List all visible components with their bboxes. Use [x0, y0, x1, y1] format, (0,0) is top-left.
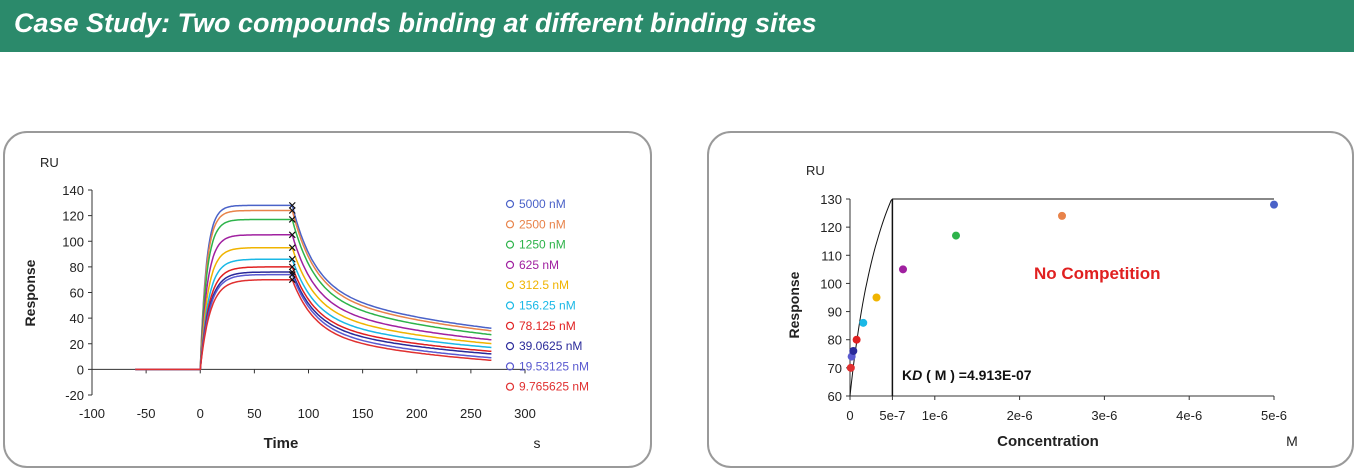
legend-label: 156.25 nM [519, 299, 576, 313]
sensorgram-chart: -20 0 20 40 60 80 100 120 140 -100 -50 0 50 100 150 200… [22, 155, 589, 452]
x-tick-label: 4e-6 [1176, 408, 1202, 423]
data-point [852, 335, 861, 344]
series-line [135, 204, 492, 371]
x-unit-label: M [1286, 433, 1298, 449]
x-tick-label: -50 [137, 406, 156, 421]
legend-marker [505, 220, 515, 229]
injection-end-marker [288, 216, 296, 223]
y-tick-label: 60 [70, 286, 84, 301]
x-tick-label: 100 [298, 406, 320, 421]
x-tick-label: 3e-6 [1091, 408, 1117, 423]
legend-label: 39.0625 nM [519, 339, 582, 353]
legend-marker [505, 281, 515, 290]
x-tick-label: 0 [197, 406, 204, 421]
y-tick-label: 90 [828, 305, 842, 320]
series-line [135, 266, 492, 371]
y-tick-label: 20 [70, 337, 84, 352]
x-tick-label: 0 [846, 408, 853, 423]
y-tick-label: 70 [828, 361, 842, 376]
series-line [135, 218, 492, 371]
y-tick-label: 140 [62, 183, 84, 198]
x-axis-title: Concentration [997, 433, 1099, 450]
series-line [135, 246, 492, 371]
y-unit-label: RU [806, 163, 825, 178]
injection-end-marker [288, 244, 296, 252]
series-line [135, 209, 492, 371]
legend-marker [505, 321, 515, 330]
y-tick-label: 110 [821, 248, 842, 263]
data-point [849, 346, 858, 355]
annotation-no-competition: No Competition [1034, 264, 1161, 283]
legend-marker [505, 382, 515, 391]
x-tick-label: 5e-7 [879, 408, 905, 423]
y-tick-label: 80 [828, 333, 842, 348]
x-unit-label: s [534, 435, 541, 451]
y-axis-title: Response [786, 271, 802, 338]
series-line [135, 273, 492, 371]
y-tick-label: 40 [70, 311, 84, 326]
injection-end-marker [288, 231, 296, 239]
sensorgram-chart-panel: -20 0 20 40 60 80 100 120 140 -100 -50 0 50 100 150 200… [3, 131, 652, 468]
page-title: Case Study: Two compounds binding at dif… [14, 8, 817, 38]
injection-end-marker [288, 263, 296, 271]
y-tick-label: 120 [820, 220, 842, 235]
data-point [846, 363, 855, 372]
legend-marker [505, 301, 515, 310]
x-tick-label: 2e-6 [1007, 408, 1033, 423]
y-axis-title: Response [22, 259, 38, 326]
x-tick-label: -100 [79, 406, 105, 421]
binding-curve-chart: 60 70 80 90 100 110 120 130 0 5e-7 1e-6 2e-6 3e-6 4e-… [786, 163, 1298, 450]
x-axis-title: Time [264, 435, 299, 452]
y-tick-label: -20 [65, 388, 84, 403]
legend-label: 2500 nM [519, 217, 566, 231]
data-point [859, 318, 868, 327]
series-line [135, 234, 492, 371]
fit-curve [849, 198, 1274, 397]
x-tick-label: 150 [352, 406, 374, 421]
legend-label: 625 nM [519, 258, 559, 272]
legend-marker [505, 342, 515, 351]
injection-end-marker [288, 271, 296, 278]
x-tick-label: 50 [247, 406, 261, 421]
y-tick-label: 100 [820, 276, 842, 291]
binding-curve-chart-panel: 60 70 80 90 100 110 120 130 0 5e-7 1e-6 2e-6 3e-6 4e-… [707, 131, 1354, 468]
legend-label: 78.125 nM [519, 319, 576, 333]
header-banner: Case Study: Two compounds binding at dif… [0, 0, 1354, 52]
legend-label: 19.53125 nM [519, 359, 589, 373]
data-point [899, 265, 907, 274]
series-line [135, 258, 492, 371]
x-tick-label: 300 [514, 406, 536, 421]
legend-marker [505, 260, 515, 269]
x-tick-label: 5e-6 [1261, 408, 1287, 423]
data-point [952, 231, 960, 240]
x-tick-label: 250 [460, 406, 482, 421]
data-point [1270, 200, 1278, 209]
y-tick-label: 130 [820, 192, 842, 207]
data-point [1058, 211, 1066, 220]
legend-marker [505, 240, 515, 249]
y-tick-label: 100 [62, 234, 84, 249]
injection-end-marker [288, 255, 296, 263]
y-unit-label: RU [40, 155, 59, 170]
legend-label: 5000 nM [519, 197, 566, 211]
legend-label: 312.5 nM [519, 278, 569, 292]
data-point [872, 293, 881, 302]
y-tick-label: 60 [828, 389, 842, 404]
x-tick-label: 1e-6 [922, 408, 948, 423]
legend-label: 9.765625 nM [519, 380, 589, 394]
series-line [135, 271, 492, 371]
legend-marker [505, 199, 515, 209]
kd-label: KD ( M ) =4.913E-07 [902, 367, 1032, 383]
x-tick-label: 200 [406, 406, 428, 421]
y-tick-label: 120 [62, 209, 84, 224]
legend-marker [505, 362, 515, 371]
y-tick-label: 0 [77, 362, 84, 377]
injection-end-marker [288, 207, 296, 214]
y-tick-label: 80 [70, 260, 84, 275]
injection-end-marker [288, 201, 296, 209]
injection-end-marker [288, 276, 296, 284]
legend-label: 1250 nM [519, 238, 566, 252]
series-line [135, 278, 492, 371]
